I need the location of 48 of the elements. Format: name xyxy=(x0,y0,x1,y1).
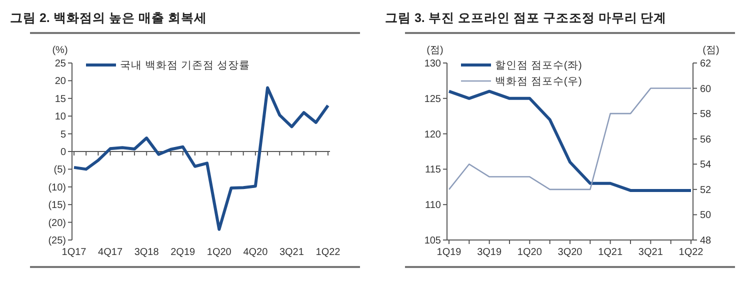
x-tick-label: 1Q22 xyxy=(316,247,341,258)
y-axis-title: (점) xyxy=(426,45,444,56)
x-tick-label: 3Q20 xyxy=(558,247,583,258)
y2-tick-label: 58 xyxy=(700,109,712,120)
y-tick-label: 10 xyxy=(54,112,66,123)
x-tick-label: 3Q21 xyxy=(638,247,664,258)
x-tick-label: 1Q17 xyxy=(62,247,87,258)
y-tick-label: 15 xyxy=(54,94,66,105)
y-axis-title: (%) xyxy=(52,45,68,56)
chart-title: 그림 3. 부진 오프라인 점포 구조조정 마무리 단계 xyxy=(385,11,667,25)
y-tick-label: 120 xyxy=(424,129,442,140)
y-tick-label: (15) xyxy=(48,200,66,212)
x-tick-label: 1Q19 xyxy=(436,247,462,258)
y2-tick-label: 62 xyxy=(700,58,712,70)
x-tick-label: 4Q17 xyxy=(98,247,123,258)
y2-tick-label: 56 xyxy=(700,134,712,146)
legend-label: 국내 백화점 기존점 성장률 xyxy=(120,60,250,72)
y2-tick-label: 60 xyxy=(700,84,712,95)
x-tick-label: 1Q22 xyxy=(678,247,704,258)
y-tick-label: 130 xyxy=(424,58,442,70)
y-tick-label: 125 xyxy=(424,94,442,105)
x-tick-label: 1Q20 xyxy=(206,247,232,258)
x-tick-label: 1Q20 xyxy=(517,247,542,258)
y-tick-label: (10) xyxy=(48,182,66,194)
x-tick-label: 3Q21 xyxy=(279,247,304,258)
y-tick-label: 110 xyxy=(425,200,442,212)
y-tick-label: 20 xyxy=(54,76,66,88)
y-tick-label: 25 xyxy=(54,58,66,70)
x-tick-label: 2Q19 xyxy=(170,247,196,258)
x-tick-label: 3Q18 xyxy=(134,247,160,258)
y-tick-label: 115 xyxy=(425,164,442,176)
legend-label: 할인점 점포수(좌) xyxy=(495,60,582,72)
y-tick-label: (25) xyxy=(48,236,66,246)
chart-title: 그림 2. 백화점의 높은 매출 회복세 xyxy=(10,11,207,25)
y-tick-label: (20) xyxy=(48,218,66,229)
y2-tick-label: 52 xyxy=(700,184,712,196)
x-tick-label: 1Q21 xyxy=(598,247,623,258)
y-tick-label: 105 xyxy=(424,236,442,246)
y-tick-label: 0 xyxy=(60,147,66,158)
y-tick-label: (5) xyxy=(54,164,66,176)
y2-tick-label: 48 xyxy=(700,236,712,246)
x-tick-label: 4Q20 xyxy=(243,247,268,258)
legend-label: 백화점 점포수(우) xyxy=(495,76,582,88)
x-tick-label: 3Q19 xyxy=(477,247,502,258)
y2-tick-label: 50 xyxy=(700,210,712,222)
y2-axis-title: (점) xyxy=(702,45,720,56)
y2-tick-label: 54 xyxy=(700,160,712,171)
y-tick-label: 5 xyxy=(60,129,66,140)
